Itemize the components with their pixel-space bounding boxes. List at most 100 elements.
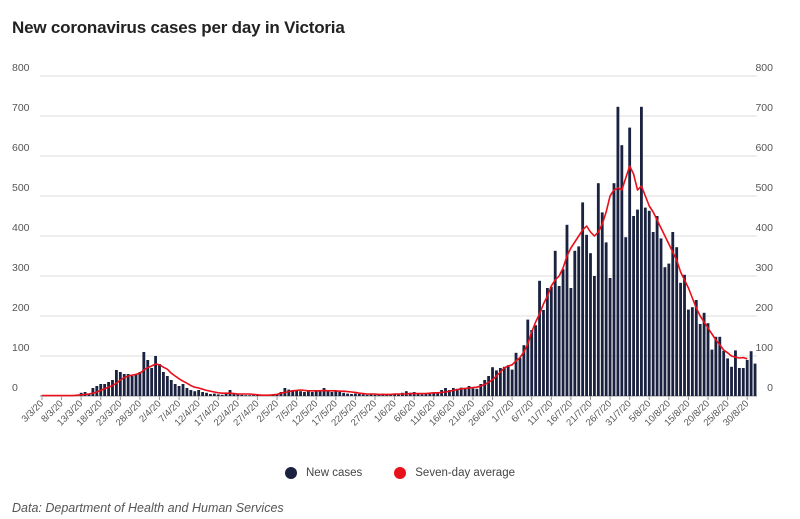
bar [314,390,318,396]
bar [122,374,126,396]
bar [467,386,471,396]
bar [557,286,561,396]
bar [232,393,236,396]
y-tick-left-100: 100 [12,342,30,354]
bar [694,300,698,396]
bar [687,309,690,396]
bar [220,394,224,396]
bar [146,360,150,396]
bar [553,250,557,396]
bar [690,307,694,396]
legend-item-new-cases[interactable]: New cases [285,467,362,479]
bar [173,384,177,396]
bar [369,394,373,396]
bar [377,394,381,396]
legend-item-seven-day-average[interactable]: Seven-day average [394,467,515,479]
bar [596,183,600,396]
bar [326,390,330,396]
y-axis-left: 0 100 200 300 400 500 600 700 800 [12,62,30,394]
bar [663,267,667,396]
bar [522,345,526,396]
bar [518,358,522,396]
bar [303,392,306,396]
bar [126,374,130,396]
bar [244,395,248,396]
bar [561,269,565,396]
bar [702,312,706,396]
bar [734,350,737,396]
y-tick-right-700: 700 [755,102,773,114]
bar [107,382,110,396]
source-note: Data: Department of Health and Human Ser… [12,501,284,515]
bar [545,288,549,396]
bar [134,374,138,396]
bar [479,384,483,396]
y-tick-right-100: 100 [755,342,773,354]
bar [483,380,487,396]
bar [205,392,208,396]
y-tick-left-300: 300 [12,262,30,274]
y-tick-left-400: 400 [12,222,30,234]
bar [671,232,675,396]
y-tick-right-400: 400 [755,222,773,234]
bar [91,388,95,396]
y-tick-right-300: 300 [755,262,773,274]
bar [177,386,181,396]
y-tick-left-800: 800 [12,62,30,74]
y-tick-left-0: 0 [12,382,18,394]
bar [193,391,197,396]
bar [749,351,753,396]
bar [506,365,510,396]
bar [534,325,538,396]
legend: New cases Seven-day average [0,463,800,483]
bar [142,352,146,396]
bar [397,394,400,396]
bar [436,392,440,396]
bar [424,394,428,396]
bar [295,390,299,396]
bar [455,388,459,396]
bar [542,310,545,396]
bar [150,368,154,396]
bar [604,242,608,396]
bar [353,393,357,396]
y-tick-left-600: 600 [12,142,30,154]
bar [373,394,377,396]
bar [236,394,240,396]
bar [616,106,620,397]
bar [189,390,193,396]
bar [737,368,741,396]
bar [651,232,655,396]
bar [514,352,518,396]
bar [346,393,349,396]
bar [393,394,396,396]
y-axis-right: 0 100 200 300 400 500 600 700 800 [755,62,773,394]
y-tick-left-700: 700 [12,102,30,114]
bar [600,212,604,396]
bar [154,356,157,396]
bar [698,324,702,396]
bar [103,384,107,396]
bar [655,216,659,396]
bar [745,360,749,396]
bar [361,394,365,396]
chart-title: New coronavirus cases per day in Victori… [12,18,345,37]
bar [365,394,369,396]
bar [350,394,353,396]
bar [526,319,530,396]
bar [416,393,420,396]
bars-new-cases [40,106,757,397]
bar [706,323,710,396]
y-tick-right-0: 0 [767,382,773,394]
bar [573,250,577,396]
bar [389,394,393,396]
bar [118,372,122,396]
y-tick-left-500: 500 [12,182,30,194]
bar [111,380,114,396]
bar [130,376,134,396]
seven-day-average-line [41,165,748,397]
bar [162,372,165,396]
y-tick-left-200: 200 [12,302,30,314]
bar [726,358,730,396]
bar [158,364,161,396]
